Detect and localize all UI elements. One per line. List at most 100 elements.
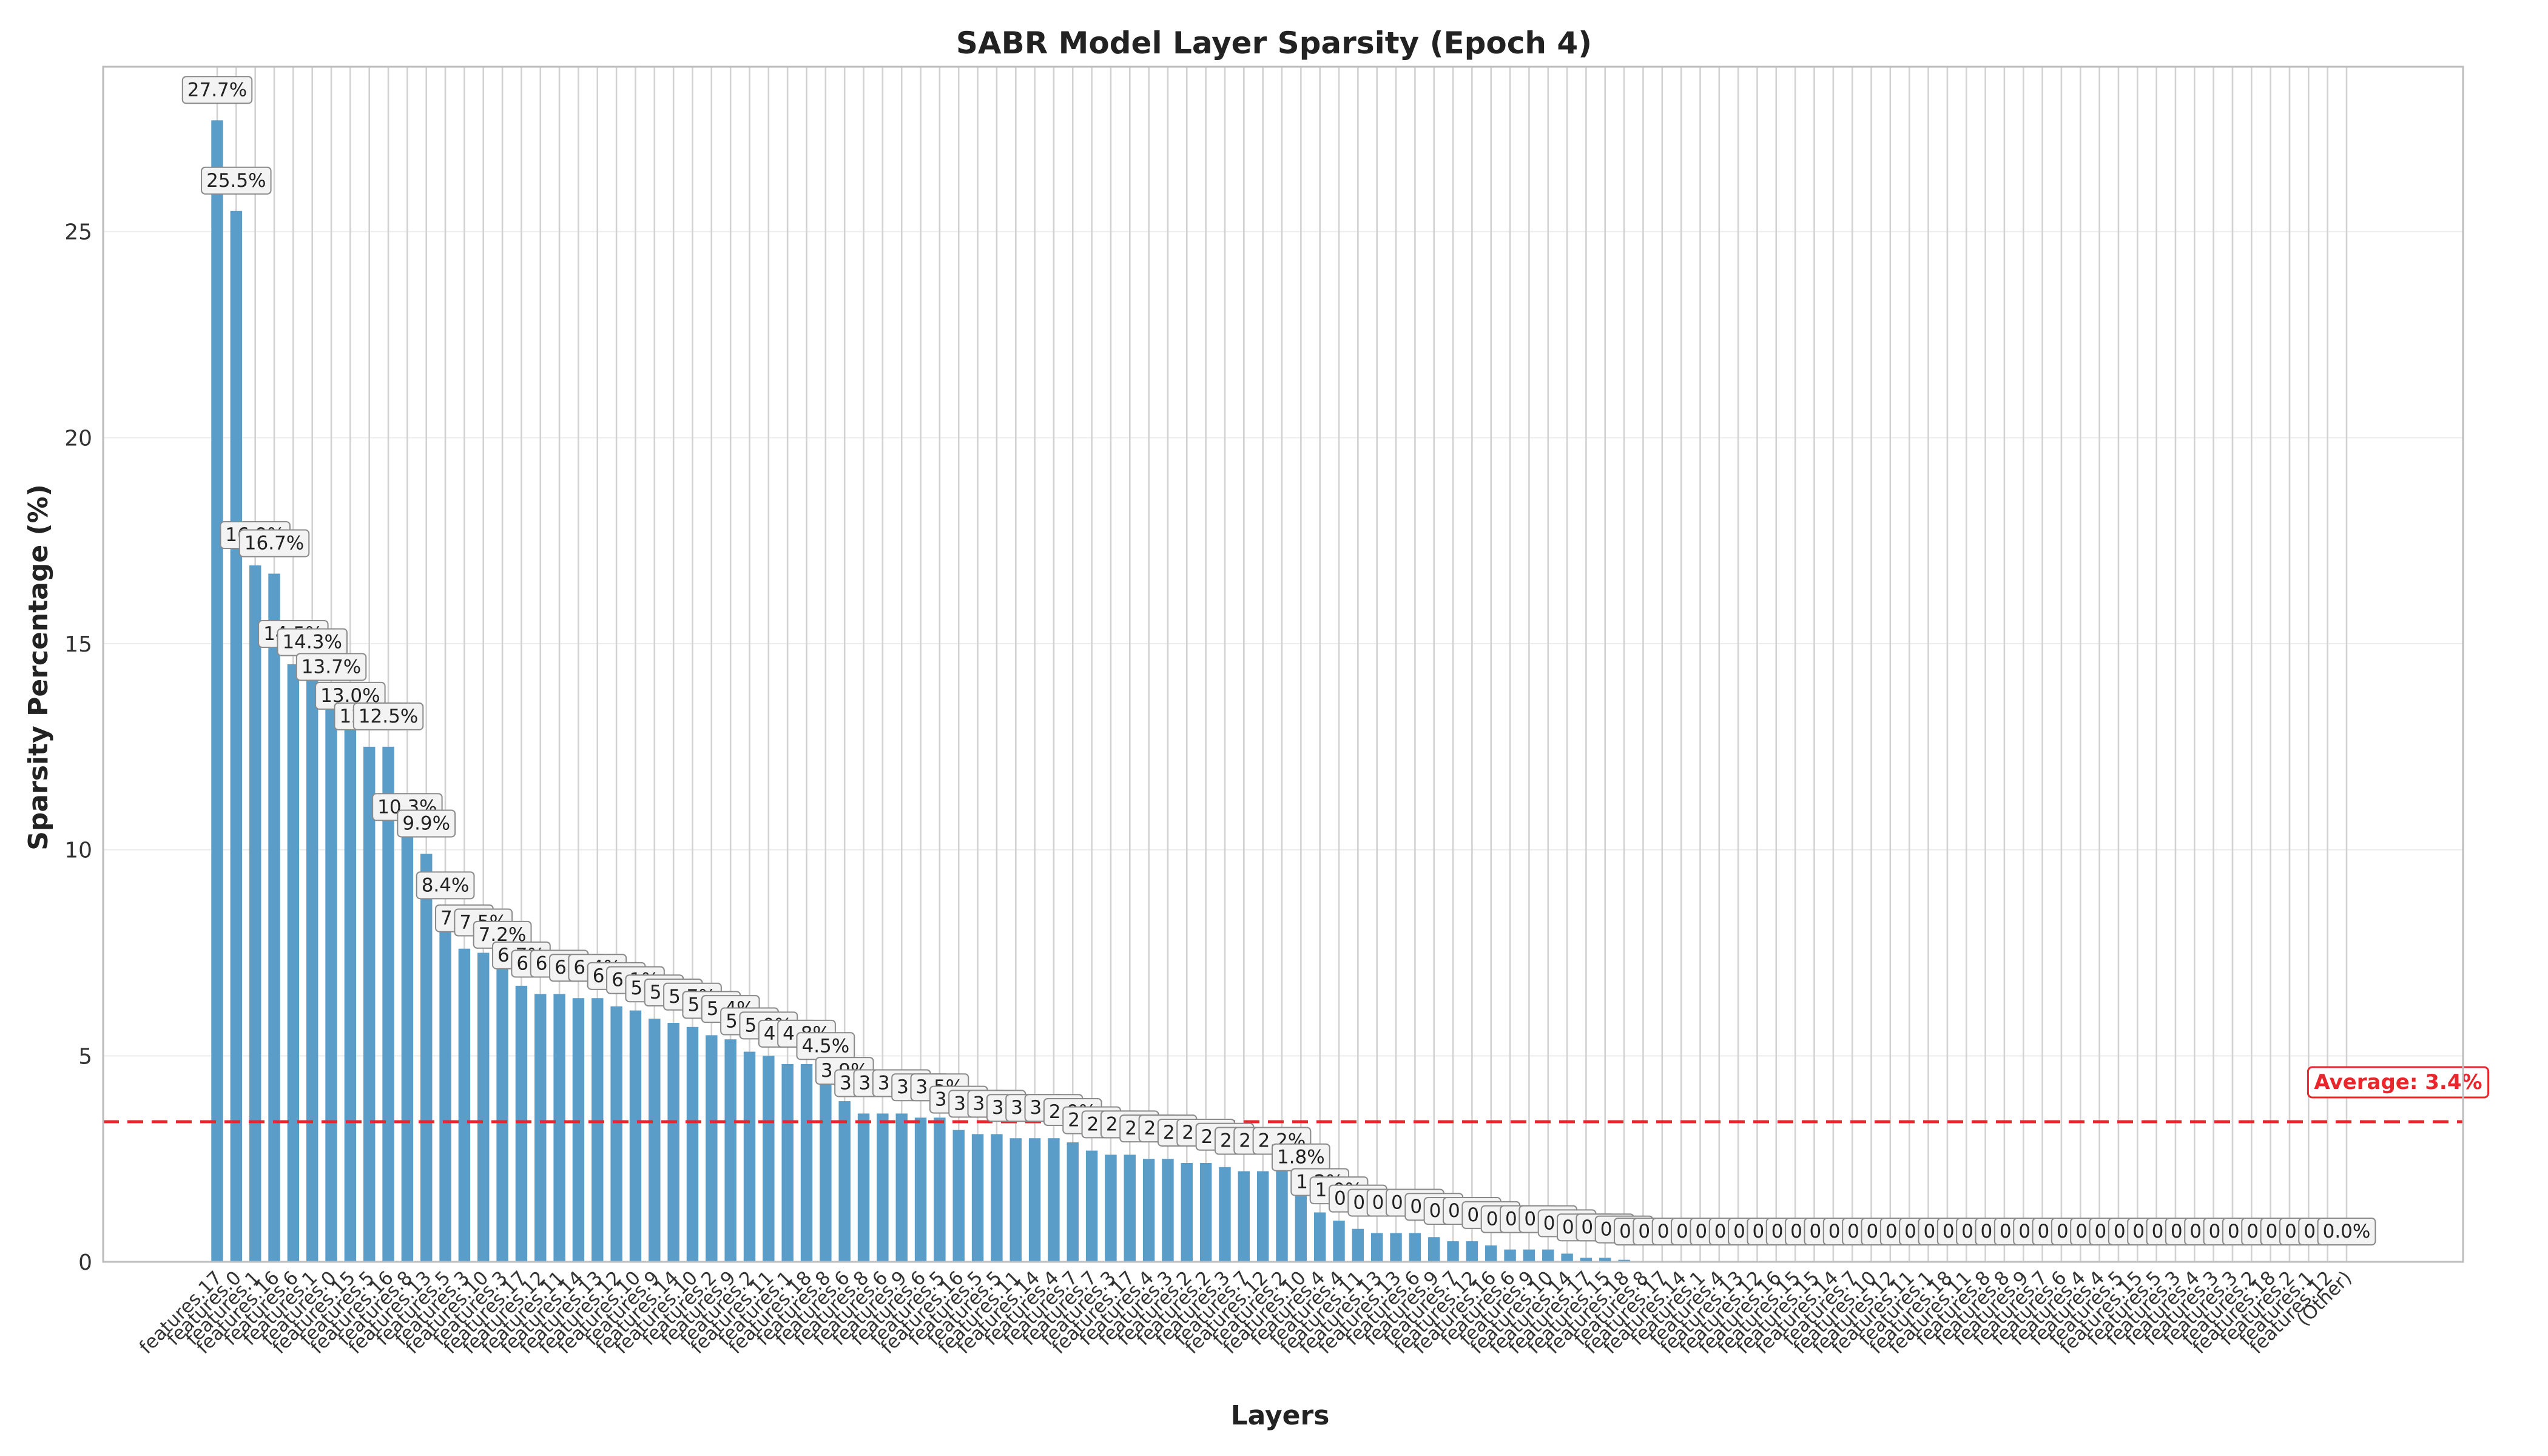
bar [1085,1150,1098,1262]
y-tick-label: 0 [78,1250,92,1275]
bar [553,994,565,1262]
bar [1390,1233,1402,1262]
bar [763,1056,775,1262]
data-label: 1.8% [1271,1143,1330,1171]
bar [325,697,337,1262]
bar [1485,1245,1497,1262]
bar [287,664,300,1262]
bar [1561,1253,1573,1262]
bar [1504,1249,1516,1262]
bar [649,1019,661,1262]
data-labels: 27.7%25.5%16.9%16.7%14.5%14.3%13.7%13.0%… [181,76,2376,1245]
bar [592,998,604,1262]
data-label-text: 9.9% [402,812,450,834]
bar [724,1039,736,1262]
bar [477,952,490,1262]
bar [838,1101,851,1262]
plot-area [103,67,2463,1262]
bar [857,1113,870,1262]
data-label-box [238,529,310,558]
bar [1067,1142,1079,1262]
bar [1276,1171,1288,1262]
bar [1427,1237,1440,1262]
bar [1238,1171,1250,1262]
bar [629,1010,642,1262]
plot-background [103,67,2463,1262]
bar [1048,1138,1060,1262]
bar [667,1023,679,1262]
average-label-box [2307,1066,2490,1099]
data-label-box [2317,1218,2376,1245]
bar [249,565,261,1262]
data-label-text: 1.8% [1277,1147,1325,1168]
bar [420,854,433,1262]
bar [706,1035,718,1262]
bar [1313,1212,1326,1262]
data-label-text: 27.7% [187,79,247,101]
data-label: 8.4% [416,871,475,900]
data-label-text: 4.5% [801,1035,849,1057]
bar [1370,1233,1383,1262]
data-label: 12.5% [352,702,424,730]
data-label-text: 8.4% [422,874,470,896]
data-label: 4.5% [796,1032,855,1060]
bar [1523,1249,1535,1262]
bar [610,1006,622,1262]
x-axis-label: Layers [1231,1400,1330,1431]
data-label-text: 12.5% [359,706,418,727]
bar [344,726,357,1262]
data-label: 16.7% [238,529,310,558]
bars [211,120,1630,1262]
data-label-box [352,702,424,730]
plot-frame [102,66,2464,1263]
data-label-text: 0.0% [2323,1221,2371,1242]
bar [971,1134,984,1262]
bar [895,1113,908,1262]
data-label: 9.9% [397,809,456,838]
bar [515,985,528,1262]
bar [401,837,414,1262]
x-axis-ticks: features.17features.0features.1features.… [135,1267,2356,1358]
bar [1618,1259,1630,1262]
bar [800,1063,813,1262]
bar [952,1130,965,1262]
bar [1105,1154,1117,1262]
bar [1409,1233,1421,1262]
bar [572,998,585,1262]
bar [1295,1187,1307,1262]
data-label: 25.5% [201,166,272,195]
bar [1256,1171,1269,1262]
bar [1124,1154,1136,1262]
bar [934,1117,946,1262]
bar [1333,1221,1345,1262]
data-label-box [397,809,456,838]
bar [1219,1167,1231,1262]
bar [1162,1159,1174,1262]
bar [743,1051,756,1262]
data-label-box [416,871,475,900]
data-label-text: 16.7% [244,533,304,554]
bar [877,1113,889,1262]
chart-title: SABR Model Layer Sparsity (Epoch 4) [956,25,1592,61]
bar [1447,1241,1459,1262]
bar [496,965,508,1262]
data-label-text: 25.5% [206,170,266,192]
data-label: 0.0% [2317,1218,2376,1245]
y-axis-ticks: 0 5 10 15 20 25 [64,220,92,1275]
average-label: Average: 3.4% [2314,1070,2482,1094]
bar [439,915,451,1262]
data-label: 14.3% [277,628,348,656]
bar [534,994,547,1262]
bar [268,573,280,1262]
bar [781,1063,794,1262]
bar [914,1117,927,1262]
bar [230,211,243,1262]
bar [1142,1159,1155,1262]
y-tick-label: 5 [78,1044,92,1069]
average-line-group: Average: 3.4% [103,1066,2490,1124]
plot-border [102,66,2464,1263]
y-tick-label: 10 [64,838,92,863]
data-label-text: 14.3% [282,632,342,653]
bar [211,120,223,1262]
y-tick-label: 20 [64,426,92,451]
